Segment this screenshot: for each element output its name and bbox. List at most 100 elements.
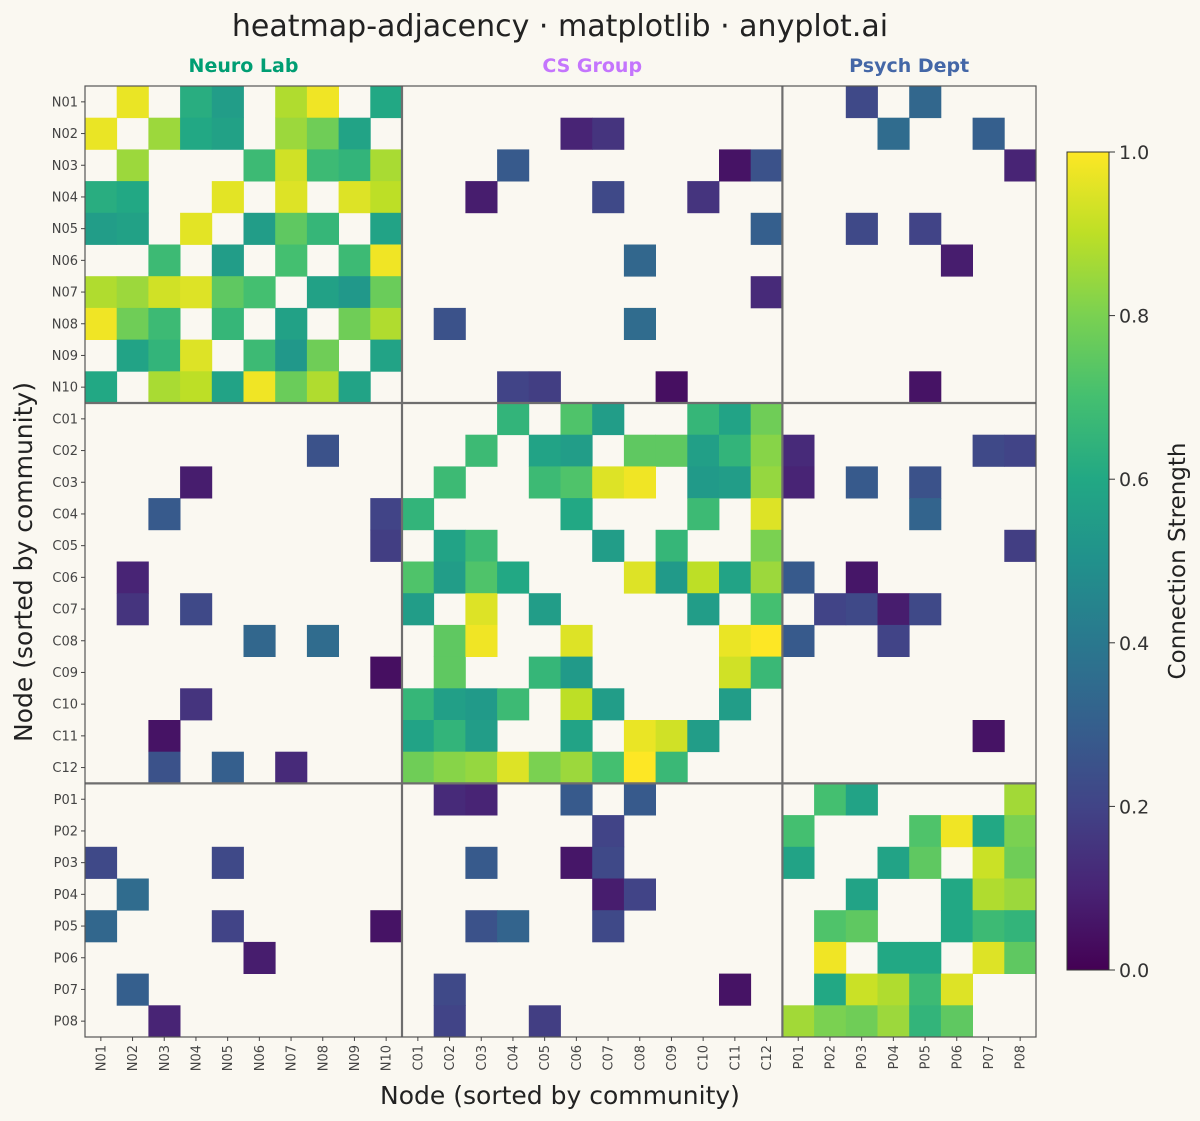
heatmap-cell bbox=[782, 624, 815, 657]
heatmap-cell bbox=[972, 910, 1005, 943]
heatmap-cell bbox=[370, 86, 403, 119]
heatmap-cell bbox=[750, 561, 783, 594]
heatmap-cell bbox=[782, 815, 815, 848]
colorbar-tick-label: 0.6 bbox=[1119, 469, 1149, 491]
heatmap-cell bbox=[116, 593, 149, 626]
heatmap-cell bbox=[592, 751, 625, 784]
heatmap-cell bbox=[719, 434, 752, 467]
heatmap-cell bbox=[338, 117, 371, 150]
heatmap-cell bbox=[465, 529, 498, 562]
heatmap-cell bbox=[845, 973, 878, 1006]
heatmap-cell bbox=[750, 593, 783, 626]
heatmap-cell bbox=[877, 593, 910, 626]
heatmap-cell bbox=[433, 529, 466, 562]
heatmap-cell bbox=[623, 878, 656, 911]
heatmap-cell bbox=[909, 846, 942, 879]
heatmap-cell bbox=[465, 593, 498, 626]
heatmap-cell bbox=[560, 656, 593, 689]
heatmap-cell bbox=[402, 688, 435, 721]
heatmap-cell bbox=[211, 307, 244, 340]
x-tick-label: C10 bbox=[697, 1045, 712, 1071]
heatmap-cell bbox=[814, 973, 847, 1006]
heatmap-cell bbox=[528, 371, 561, 404]
x-tick-label: N01 bbox=[94, 1045, 109, 1071]
heatmap-cell bbox=[465, 910, 498, 943]
heatmap-cell bbox=[845, 910, 878, 943]
heatmap-cell bbox=[211, 86, 244, 119]
heatmap-cell bbox=[180, 117, 213, 150]
heatmap-cell bbox=[85, 181, 118, 214]
heatmap-cell bbox=[782, 561, 815, 594]
colorbar-gradient bbox=[1066, 151, 1110, 971]
heatmap-cell bbox=[687, 593, 720, 626]
heatmap-cell bbox=[623, 434, 656, 467]
heatmap-cell bbox=[180, 86, 213, 119]
heatmap-cell bbox=[877, 846, 910, 879]
heatmap-cell bbox=[687, 434, 720, 467]
heatmap-cell bbox=[433, 751, 466, 784]
heatmap-cell bbox=[877, 117, 910, 150]
x-tick-label: N07 bbox=[285, 1045, 300, 1071]
x-tick-label: C12 bbox=[760, 1045, 775, 1071]
y-tick-label: C08 bbox=[52, 634, 78, 649]
heatmap-cell bbox=[814, 941, 847, 974]
heatmap-cell bbox=[306, 371, 339, 404]
heatmap-cell bbox=[211, 117, 244, 150]
heatmap-cell bbox=[655, 751, 688, 784]
heatmap-cell bbox=[750, 529, 783, 562]
heatmap-cell bbox=[560, 688, 593, 721]
x-tick-label: C09 bbox=[665, 1045, 680, 1071]
x-tick-label: P04 bbox=[887, 1045, 902, 1069]
heatmap-cell bbox=[909, 815, 942, 848]
heatmap-cell bbox=[275, 117, 308, 150]
heatmap-cell bbox=[940, 1005, 973, 1038]
heatmap-cell bbox=[877, 624, 910, 657]
heatmap-cell bbox=[370, 181, 403, 214]
colorbar-tick-label: 0.8 bbox=[1119, 306, 1149, 328]
heatmap-cell bbox=[370, 212, 403, 245]
heatmap-cell bbox=[243, 339, 276, 372]
heatmap-cell bbox=[972, 720, 1005, 753]
heatmap-cell bbox=[750, 403, 783, 436]
heatmap-cell bbox=[909, 1005, 942, 1038]
y-tick-label: N01 bbox=[52, 95, 78, 110]
heatmap-cell bbox=[719, 688, 752, 721]
heatmap-cell bbox=[370, 276, 403, 309]
heatmap-cell bbox=[687, 181, 720, 214]
heatmap-cell bbox=[433, 656, 466, 689]
heatmap-cell bbox=[1004, 878, 1037, 911]
heatmap-cell bbox=[528, 466, 561, 499]
heatmap-cell bbox=[719, 466, 752, 499]
heatmap-cell bbox=[719, 403, 752, 436]
colorbar-label: Connection Strength bbox=[1165, 443, 1191, 680]
x-tick-label: N09 bbox=[348, 1045, 363, 1071]
heatmap-cell bbox=[750, 624, 783, 657]
heatmap-cell bbox=[623, 307, 656, 340]
heatmap-cell bbox=[148, 244, 181, 277]
heatmap-cell bbox=[814, 1005, 847, 1038]
heatmap-cell bbox=[116, 339, 149, 372]
heatmap-cell bbox=[814, 783, 847, 816]
heatmap-cell bbox=[560, 117, 593, 150]
community-label: Neuro Lab bbox=[189, 55, 299, 77]
heatmap-cell bbox=[719, 973, 752, 1006]
heatmap-cell bbox=[148, 498, 181, 531]
x-tick-label: C01 bbox=[411, 1045, 426, 1071]
heatmap-cell bbox=[814, 910, 847, 943]
heatmap-cell bbox=[845, 878, 878, 911]
heatmap-cell bbox=[750, 212, 783, 245]
heatmap-cell bbox=[687, 561, 720, 594]
x-tick-label: P01 bbox=[792, 1045, 807, 1069]
heatmap-cell bbox=[687, 466, 720, 499]
y-tick-label: P01 bbox=[54, 793, 78, 808]
heatmap-cell bbox=[116, 307, 149, 340]
x-tick-label: N05 bbox=[221, 1045, 236, 1071]
heatmap-cell bbox=[560, 434, 593, 467]
heatmap-cell bbox=[180, 339, 213, 372]
heatmap-cell bbox=[528, 1005, 561, 1038]
heatmap-cell bbox=[909, 973, 942, 1006]
heatmap-cell bbox=[655, 720, 688, 753]
heatmap-cell bbox=[85, 910, 118, 943]
heatmap-cell bbox=[243, 624, 276, 657]
colorbar-tick-label: 0.0 bbox=[1119, 960, 1149, 982]
